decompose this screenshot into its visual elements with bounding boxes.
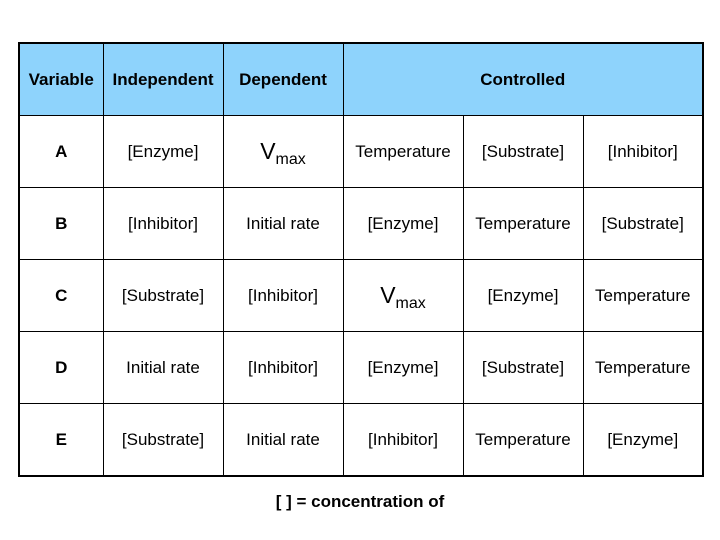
table-cell: [Substrate] bbox=[462, 331, 584, 404]
table-row: A [Enzyme] Vmax Temperature [Substrate] [Inhi… bbox=[18, 115, 704, 188]
table-cell: Temperature bbox=[462, 187, 584, 260]
table-cell: [Inhibitor] bbox=[342, 403, 464, 477]
table-cell: Initial rate bbox=[222, 187, 344, 260]
table-cell: [Enzyme] bbox=[342, 187, 464, 260]
table-cell: Vmax bbox=[342, 259, 464, 332]
variable-cell: C bbox=[18, 259, 104, 332]
header-independent: Independent bbox=[102, 42, 224, 116]
table-cell: [Enzyme] bbox=[582, 403, 704, 477]
vmax-symbol: V bbox=[260, 138, 276, 164]
header-controlled: Controlled bbox=[342, 42, 704, 116]
table-cell: Temperature bbox=[582, 331, 704, 404]
table-cell: Initial rate bbox=[222, 403, 344, 477]
variable-cell: E bbox=[18, 403, 104, 477]
vmax-subscript: max bbox=[395, 295, 426, 312]
table-cell: [Enzyme] bbox=[342, 331, 464, 404]
table-cell: Temperature bbox=[462, 403, 584, 477]
table-cell: [Substrate] bbox=[102, 259, 224, 332]
header-row: Variable Independent Dependent Controlle… bbox=[18, 42, 704, 116]
table-row: D Initial rate [Inhibitor] [Enzyme] [Substra… bbox=[18, 331, 704, 404]
table-cell: [Inhibitor] bbox=[222, 259, 344, 332]
variable-cell: B bbox=[18, 187, 104, 260]
variable-cell: D bbox=[18, 331, 104, 404]
table-row: B [Inhibitor] Initial rate [Enzyme] Temperat… bbox=[18, 187, 704, 260]
table-cell: [Enzyme] bbox=[462, 259, 584, 332]
table-body: A [Enzyme] Vmax Temperature [Substrate] [Inhi… bbox=[18, 115, 704, 477]
table-cell: Temperature bbox=[342, 115, 464, 188]
table-cell: [Inhibitor] bbox=[582, 115, 704, 188]
variables-table: Variable Independent Dependent Controlle… bbox=[18, 42, 704, 477]
table-cell: [Substrate] bbox=[102, 403, 224, 477]
header-variable: Variable bbox=[18, 42, 104, 116]
variable-cell: A bbox=[18, 115, 104, 188]
table-cell: [Substrate] bbox=[462, 115, 584, 188]
table-cell: [Substrate] bbox=[582, 187, 704, 260]
table-cell: Vmax bbox=[222, 115, 344, 188]
footnote: [ ] = concentration of bbox=[275, 492, 445, 511]
table-cell: [Inhibitor] bbox=[102, 187, 224, 260]
table-cell: Initial rate bbox=[102, 331, 224, 404]
vmax-symbol: V bbox=[380, 282, 396, 308]
table-row: E [Substrate] Initial rate [Inhibitor] Tempe… bbox=[18, 403, 704, 477]
table-cell: [Inhibitor] bbox=[222, 331, 344, 404]
vmax-subscript: max bbox=[275, 151, 306, 168]
table-cell: Temperature bbox=[582, 259, 704, 332]
table-cell: [Enzyme] bbox=[102, 115, 224, 188]
header-dependent: Dependent bbox=[222, 42, 344, 116]
table-row: C [Substrate] [Inhibitor] Vmax [Enzyme] Tempe… bbox=[18, 259, 704, 332]
